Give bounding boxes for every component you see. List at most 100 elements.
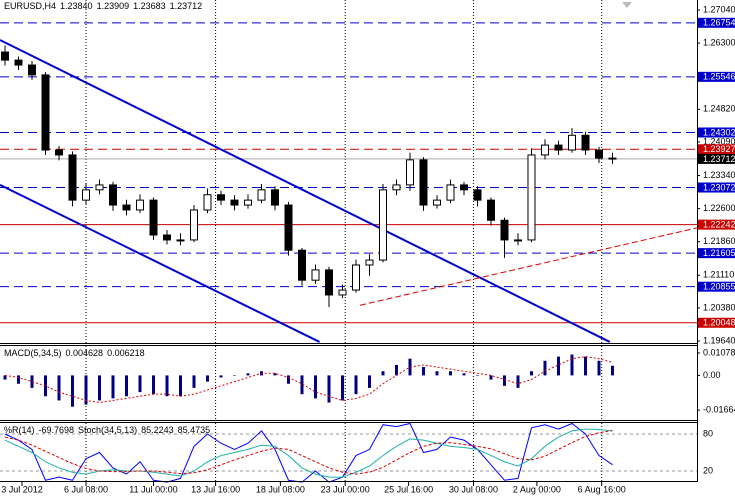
- candle-body: [540, 144, 549, 156]
- plot: [0, 39, 698, 483]
- panel-header: EURUSD,H4 1.23840 1.23909 1.23683 1.23712: [4, 1, 202, 11]
- macd-bar: [543, 360, 547, 376]
- candle-body: [405, 159, 414, 186]
- header-part: -69.7698: [39, 425, 75, 435]
- header-part: MACD(5,34,5): [4, 348, 62, 358]
- level-label: 1.25546: [703, 72, 735, 82]
- macd-bar: [97, 375, 101, 401]
- level-label: 1.20855: [703, 282, 735, 292]
- candle-body: [527, 154, 536, 241]
- header-part: 1.23840: [60, 1, 93, 11]
- macd-bar: [246, 373, 250, 376]
- candle-body: [432, 199, 441, 206]
- macd-bar: [84, 375, 88, 405]
- macd-bar: [327, 375, 331, 403]
- candle-body: [311, 269, 320, 281]
- macd-bar: [273, 373, 277, 376]
- macd-bar: [151, 375, 155, 395]
- candle-body: [189, 209, 198, 241]
- y-tick-label: 1.27040: [703, 4, 735, 14]
- level-label: 1.23072: [703, 182, 735, 192]
- oscillator-line: [4, 422, 613, 483]
- candle-body: [419, 159, 428, 206]
- candle-body: [608, 157, 617, 160]
- y-tick-label: 1.21110: [703, 270, 734, 280]
- x-tick-label: 6 Jul 08:00: [64, 484, 108, 494]
- level-label: 1.21605: [703, 248, 735, 258]
- candle-body: [351, 264, 360, 291]
- macd-bar: [70, 375, 74, 407]
- candle-body: [95, 184, 104, 191]
- level-tag: [698, 248, 735, 259]
- candle-body: [68, 154, 77, 201]
- level-tag: [698, 219, 735, 230]
- macd-bar: [340, 375, 344, 401]
- level-tag: [698, 182, 735, 193]
- level-label: 1.24302: [703, 127, 735, 137]
- header-part: EURUSD,H4: [4, 1, 56, 11]
- axes: [0, 0, 698, 482]
- macd-bar: [111, 375, 115, 399]
- candle-body: [0, 51, 9, 61]
- candle-body: [365, 259, 374, 266]
- x-tick-label: 3 Jul 2012: [1, 484, 43, 494]
- y-tick-label: 1.24090: [703, 136, 735, 146]
- candle-body: [554, 144, 563, 151]
- candle-body: [270, 189, 279, 206]
- macd-bar: [448, 371, 452, 376]
- candle-body: [54, 149, 63, 156]
- header-part: Stoch(34,5,13): [78, 425, 137, 435]
- header-part: 0.004628: [66, 348, 104, 358]
- x-tick-label: 13 Jul 16:00: [191, 484, 240, 494]
- candle-body: [500, 219, 509, 241]
- candle-body: [14, 59, 23, 66]
- x-tick-label: 18 Jul 08:00: [256, 484, 305, 494]
- level-label: 1.23712: [703, 154, 735, 164]
- oscillator-line: [4, 428, 613, 478]
- macd-bar: [462, 373, 466, 376]
- macd-bar: [124, 375, 128, 397]
- macd-bar: [30, 375, 34, 388]
- macd-bar: [138, 375, 142, 393]
- header-part: %R(14): [4, 425, 35, 435]
- macd-bar: [394, 364, 398, 376]
- candle-body: [149, 199, 158, 236]
- y-tick-label: 1.21860: [703, 236, 735, 246]
- macd-bar: [529, 371, 533, 376]
- level-label: 1.26754: [703, 18, 735, 28]
- candle-body: [378, 189, 387, 261]
- macd-bar: [556, 356, 560, 376]
- macd-bar: [313, 375, 317, 399]
- panel-header: MACD(5,34,5) 0.004628 0.006218: [4, 348, 145, 358]
- y-tick-label: 1.23340: [703, 170, 735, 180]
- macd-bar: [367, 375, 371, 388]
- candle-body: [203, 194, 212, 211]
- candle-body: [176, 239, 185, 242]
- level-tag: [698, 317, 735, 328]
- candle-body: [567, 134, 576, 151]
- macd-bar: [178, 375, 182, 397]
- macd-bar: [3, 375, 7, 380]
- header-part: 85.2243: [141, 425, 174, 435]
- candle-body: [338, 289, 347, 296]
- candle-body: [230, 199, 239, 206]
- candle-body: [243, 199, 252, 206]
- macd-bar: [205, 375, 209, 382]
- grid: [0, 0, 700, 486]
- macd-bar: [381, 371, 385, 376]
- header-part: 85.4735: [178, 425, 211, 435]
- macd-bar: [502, 375, 506, 386]
- candle-body: [446, 184, 455, 201]
- level-label: 1.22242: [703, 220, 735, 230]
- candle-body: [594, 149, 603, 159]
- macd-bar: [286, 375, 290, 384]
- y-tick-label: 80: [703, 428, 713, 438]
- candle-body: [297, 249, 306, 281]
- trendline: [359, 227, 698, 306]
- x-tick-label: 25 Jul 16:00: [384, 484, 433, 494]
- candle-body: [392, 184, 401, 191]
- level-tag: [698, 127, 735, 138]
- candle-body: [513, 239, 522, 242]
